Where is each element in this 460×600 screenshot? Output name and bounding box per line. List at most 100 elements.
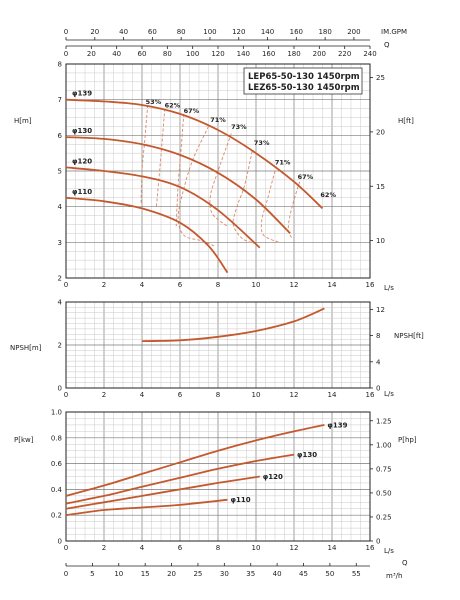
right-tick-label: 0.50 <box>376 489 392 497</box>
gpm-tick-label: 80 <box>177 28 186 36</box>
x-tick-label: 12 <box>290 281 299 289</box>
q-top-tick-label: 40 <box>112 50 121 58</box>
right-tick-label: 0 <box>376 538 380 546</box>
efficiency-label: 73% <box>231 123 247 131</box>
power-curve <box>65 498 228 517</box>
head-curve <box>65 196 229 274</box>
right-tick-label: 0.25 <box>376 513 392 521</box>
gpm-tick-label: 180 <box>318 28 331 36</box>
x-tick-label: 2 <box>102 544 106 552</box>
right-tick-label: 0 <box>376 385 380 393</box>
gpm-tick-label: 20 <box>90 28 99 36</box>
efficiency-contour <box>140 104 149 204</box>
right-tick-label: 0.75 <box>376 465 392 473</box>
x-tick-label: 16 <box>366 544 375 552</box>
head-y-right-label: H[ft] <box>398 117 414 125</box>
y-tick-label: 4 <box>58 299 63 307</box>
efficiency-contour <box>209 133 232 227</box>
right-tick-label: 10 <box>376 237 385 245</box>
title-line-2: LEZ65-50-130 1450rpm <box>248 83 360 93</box>
efficiency-contour <box>260 170 279 243</box>
head-curve-label: φ130 <box>72 127 92 135</box>
efficiency-contour <box>155 108 166 209</box>
q-top-tick-label: 160 <box>262 50 275 58</box>
x-tick-label: 6 <box>178 391 183 399</box>
x-tick-label: 0 <box>64 391 68 399</box>
power-x-label: L/s <box>384 547 394 555</box>
x-tick-label: 2 <box>102 281 106 289</box>
head-curve-label: φ139 <box>72 90 92 98</box>
x-tick-label: 10 <box>252 281 261 289</box>
m3h-tick-label: 10 <box>114 570 123 578</box>
x-tick-label: 12 <box>290 544 299 552</box>
y-tick-label: 0.8 <box>51 434 62 442</box>
gpm-tick-label: 0 <box>64 28 68 36</box>
m3h-tick-label: 40 <box>273 570 282 578</box>
gpm-unit-label: IM.GPM <box>381 28 407 36</box>
q-top-tick-label: 80 <box>163 50 172 58</box>
efficiency-label: 62% <box>320 191 336 199</box>
y-tick-label: 5 <box>58 168 62 176</box>
q-unit-top-label: Q <box>384 41 390 49</box>
x-tick-label: 16 <box>366 391 375 399</box>
curve-layer <box>65 98 325 517</box>
x-tick-label: 12 <box>290 391 299 399</box>
q-top-tick-label: 220 <box>338 50 351 58</box>
x-tick-label: 6 <box>178 544 183 552</box>
x-tick-label: 8 <box>216 281 220 289</box>
efficiency-contour <box>175 113 185 227</box>
y-tick-label: 0.2 <box>51 512 62 520</box>
m3h-tick-label: 30 <box>220 570 229 578</box>
right-tick-label: 12 <box>376 306 385 314</box>
gpm-tick-label: 140 <box>261 28 274 36</box>
x-tick-label: 8 <box>216 391 220 399</box>
m3h-tick-label: 20 <box>167 570 176 578</box>
efficiency-label: 67% <box>184 107 200 115</box>
gpm-tick-label: 200 <box>347 28 360 36</box>
m3h-tick-label: 45 <box>299 570 308 578</box>
x-tick-label: 16 <box>366 281 375 289</box>
y-tick-label: 0.4 <box>51 486 63 494</box>
right-tick-label: 4 <box>376 358 381 366</box>
head-curve-label: φ110 <box>72 188 92 196</box>
q-top-tick-label: 140 <box>237 50 250 58</box>
efficiency-label: 73% <box>254 139 270 147</box>
gpm-tick-label: 160 <box>290 28 303 36</box>
x-tick-label: 6 <box>178 281 183 289</box>
q-top-tick-label: 180 <box>287 50 300 58</box>
y-tick-label: 2 <box>58 275 62 283</box>
grid-layer <box>65 37 373 567</box>
right-tick-label: 8 <box>376 332 380 340</box>
y-tick-label: 1.0 <box>51 409 62 417</box>
right-tick-label: 1.00 <box>376 441 392 449</box>
q-top-tick-label: 0 <box>64 50 68 58</box>
right-tick-label: 20 <box>376 128 385 136</box>
gpm-tick-label: 120 <box>232 28 245 36</box>
y-tick-label: 7 <box>58 96 62 104</box>
q-top-tick-label: 100 <box>186 50 199 58</box>
y-tick-label: 8 <box>58 61 62 69</box>
x-tick-label: 10 <box>252 544 261 552</box>
power-curve-label: φ120 <box>263 473 283 481</box>
head-curve <box>65 98 324 210</box>
y-tick-label: 3 <box>58 239 62 247</box>
right-tick-label: 25 <box>376 74 385 82</box>
m3h-unit-label: m³/h <box>386 572 402 580</box>
gpm-tick-label: 40 <box>119 28 128 36</box>
q-top-tick-label: 120 <box>211 50 224 58</box>
head-curve-label: φ120 <box>72 157 92 165</box>
npsh-x-label: L/s <box>384 390 394 398</box>
x-tick-label: 14 <box>328 544 337 552</box>
x-tick-label: 2 <box>102 391 106 399</box>
npsh-y-label: NPSH[m] <box>10 344 42 352</box>
plot-frame <box>65 301 371 389</box>
efficiency-label: 71% <box>275 159 291 167</box>
power-curve-label: φ110 <box>231 496 251 504</box>
efficiency-contour <box>232 151 259 245</box>
power-curve <box>65 424 325 497</box>
q-top-tick-label: 200 <box>313 50 326 58</box>
title-line-1: LEP65-50-130 1450rpm <box>248 72 360 82</box>
q-top-tick-label: 20 <box>87 50 96 58</box>
